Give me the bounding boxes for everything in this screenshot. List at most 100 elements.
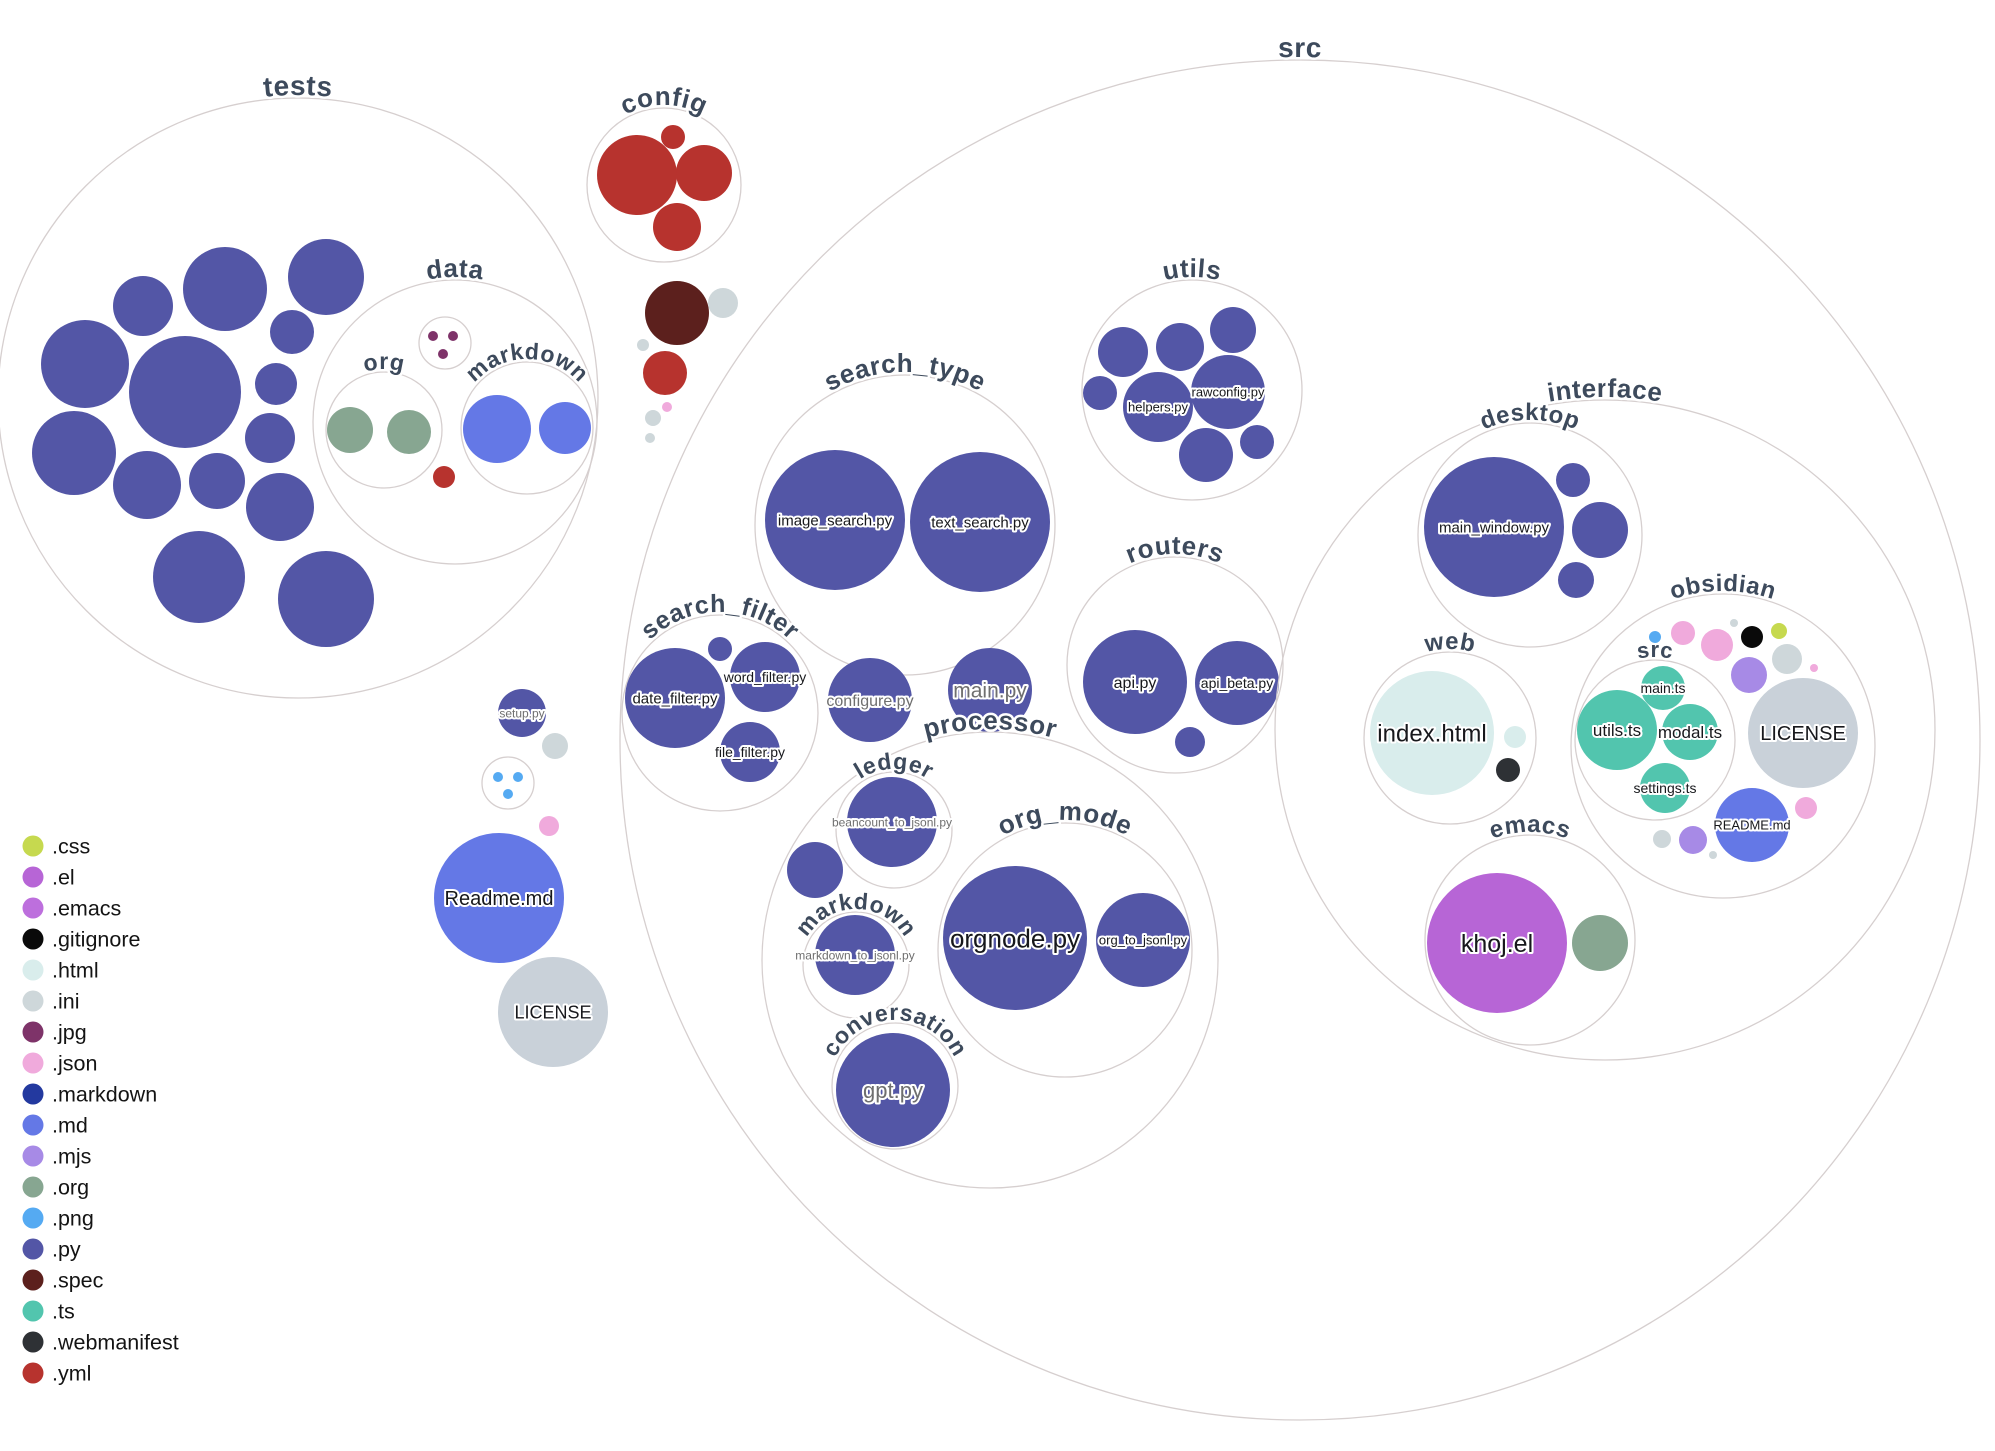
folder-org-mode-circle[interactable] (937, 822, 1193, 1078)
file-date-filter.py-circle[interactable] (625, 648, 725, 748)
file-ini-file-circle[interactable] (542, 733, 568, 759)
file-json-file-circle[interactable] (1810, 664, 1818, 672)
folder-conversation-circle[interactable] (831, 1022, 959, 1150)
file-py-file-circle[interactable] (189, 453, 245, 509)
file-yml-file-circle[interactable] (661, 125, 685, 149)
file-py-file-circle[interactable] (278, 551, 374, 647)
file-png-file-circle[interactable] (503, 789, 513, 799)
file-py-file-circle[interactable] (1572, 502, 1628, 558)
file-json-file-circle[interactable] (539, 816, 559, 836)
file-api-beta.py-circle[interactable] (1195, 641, 1279, 725)
file-settings.ts-circle[interactable] (1640, 763, 1690, 813)
file-json-file-circle[interactable] (1701, 629, 1733, 661)
file-yml-file-circle[interactable] (433, 466, 455, 488)
file-main-window.py-circle[interactable] (1424, 457, 1564, 597)
file-py-file-circle[interactable] (245, 413, 295, 463)
file-spec-file-circle[interactable] (645, 281, 709, 345)
folder-emacs-circle[interactable] (1424, 834, 1636, 1046)
file-jpg-file-circle[interactable] (428, 331, 438, 341)
file-index.html-circle[interactable] (1370, 671, 1494, 795)
folder-search-type-circle[interactable] (754, 374, 1056, 676)
file-setup.py-circle[interactable] (498, 689, 546, 737)
file-py-file-circle[interactable] (1210, 307, 1256, 353)
file-gpt.py-circle[interactable] (836, 1033, 950, 1147)
folder-search-filter-circle[interactable] (621, 614, 819, 812)
file-py-file-circle[interactable] (1558, 562, 1594, 598)
file-py-file-circle[interactable] (787, 842, 843, 898)
file-py-file-circle[interactable] (113, 276, 173, 336)
file-orgnode.py-circle[interactable] (943, 866, 1087, 1010)
file-ini-file-circle[interactable] (1772, 644, 1802, 674)
file-py-file-circle[interactable] (1156, 323, 1204, 371)
folder-desktop-circle[interactable] (1417, 422, 1643, 648)
file-yml-file-circle[interactable] (676, 145, 732, 201)
folder-ledger-circle[interactable] (835, 771, 953, 889)
file-readme.md-circle[interactable] (1715, 788, 1789, 862)
file-ini-file-circle[interactable] (1653, 830, 1671, 848)
file-main.py-circle[interactable] (948, 648, 1032, 732)
file-yml-file-circle[interactable] (643, 351, 687, 395)
file-json-file-circle[interactable] (1671, 621, 1695, 645)
file-khoj.el-circle[interactable] (1427, 873, 1567, 1013)
folder-utils-circle[interactable] (1081, 279, 1303, 501)
file-py-file-circle[interactable] (708, 637, 732, 661)
file-utils.ts-circle[interactable] (1577, 690, 1657, 770)
file-gitignore-file-circle[interactable] (1741, 626, 1763, 648)
file-yml-file-circle[interactable] (653, 203, 701, 251)
folder-src-circle[interactable] (1574, 659, 1736, 821)
folder-unnamed-circle[interactable] (481, 756, 535, 810)
folder-org-circle[interactable] (325, 371, 443, 489)
file-png-file-circle[interactable] (1649, 631, 1661, 643)
file-license-circle[interactable] (1748, 678, 1858, 788)
folder-markdown-circle[interactable] (460, 361, 594, 495)
folder-src-circle[interactable] (619, 59, 1981, 1421)
file-helpers.py-circle[interactable] (1123, 372, 1193, 442)
file-rawconfig.py-circle[interactable] (1191, 355, 1265, 429)
file-css-file-circle[interactable] (1771, 623, 1787, 639)
file-ini-file-circle[interactable] (645, 433, 655, 443)
file-py-file-circle[interactable] (1240, 425, 1274, 459)
file-py-file-circle[interactable] (1175, 727, 1205, 757)
file-org-file-circle[interactable] (387, 410, 431, 454)
file-mjs-file-circle[interactable] (1679, 826, 1707, 854)
file-py-file-circle[interactable] (270, 310, 314, 354)
file-py-file-circle[interactable] (255, 363, 297, 405)
file-py-file-circle[interactable] (1556, 463, 1590, 497)
folder-obsidian-circle[interactable] (1570, 593, 1876, 899)
folder-processor-circle[interactable] (761, 731, 1219, 1189)
file-text-search.py-circle[interactable] (910, 452, 1050, 592)
file-json-file-circle[interactable] (1795, 797, 1817, 819)
file-ini-file-circle[interactable] (1709, 851, 1717, 859)
folder-web-circle[interactable] (1363, 651, 1537, 825)
file-ini-file-circle[interactable] (637, 339, 649, 351)
file-beancount-to-jsonl.py-circle[interactable] (847, 777, 937, 867)
file-py-file-circle[interactable] (183, 247, 267, 331)
file-ini-file-circle[interactable] (1730, 619, 1738, 627)
file-py-file-circle[interactable] (288, 239, 364, 315)
folder-tests-circle[interactable] (0, 97, 599, 699)
file-py-file-circle[interactable] (153, 531, 245, 623)
file-py-file-circle[interactable] (113, 451, 181, 519)
file-license-circle[interactable] (498, 957, 608, 1067)
file-main.ts-circle[interactable] (1641, 666, 1685, 710)
file-configure.py-circle[interactable] (828, 658, 912, 742)
folder-markdown-circle[interactable] (802, 911, 910, 1019)
folder-unnamed-circle[interactable] (418, 316, 472, 370)
file-yml-file-circle[interactable] (597, 135, 677, 215)
file-png-file-circle[interactable] (513, 772, 523, 782)
file-word-filter.py-circle[interactable] (730, 642, 800, 712)
file-file-filter.py-circle[interactable] (720, 722, 780, 782)
file-org-file-circle[interactable] (327, 407, 373, 453)
folder-data-circle[interactable] (312, 279, 598, 565)
file-jpg-file-circle[interactable] (448, 331, 458, 341)
file-ini-file-circle[interactable] (708, 288, 738, 318)
file-api.py-circle[interactable] (1083, 630, 1187, 734)
file-ini-file-circle[interactable] (645, 410, 661, 426)
file-modal.ts-circle[interactable] (1662, 704, 1718, 760)
folder-config-circle[interactable] (586, 107, 742, 263)
file-json-file-circle[interactable] (662, 402, 672, 412)
file-mjs-file-circle[interactable] (1731, 657, 1767, 693)
file-readme.md-circle[interactable] (434, 833, 564, 963)
file-py-file-circle[interactable] (32, 411, 116, 495)
folder-routers-circle[interactable] (1066, 556, 1284, 774)
